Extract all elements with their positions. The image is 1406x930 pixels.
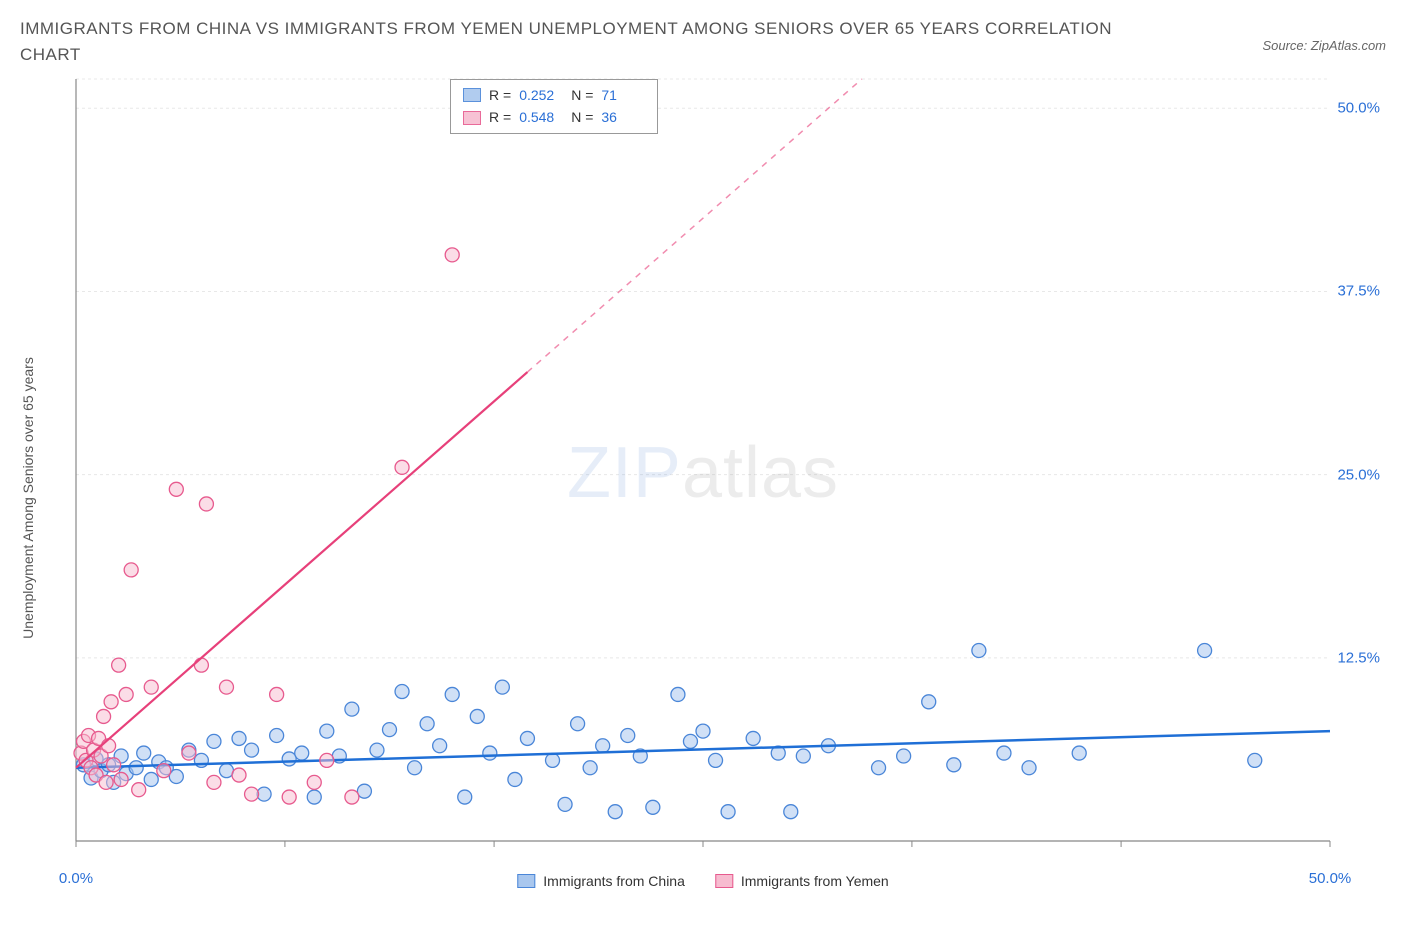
r-value: 0.548 xyxy=(519,106,563,128)
n-label: N = xyxy=(571,84,593,106)
chart-title: IMMIGRANTS FROM CHINA VS IMMIGRANTS FROM… xyxy=(20,16,1120,67)
legend-swatch xyxy=(715,874,733,888)
n-value: 36 xyxy=(601,106,645,128)
r-label: R = xyxy=(489,84,511,106)
source-attribution: Source: ZipAtlas.com xyxy=(1262,38,1386,53)
stats-legend-row: R = 0.252 N = 71 xyxy=(463,84,645,106)
legend-item: Immigrants from Yemen xyxy=(715,873,889,889)
legend-swatch xyxy=(517,874,535,888)
legend-swatch xyxy=(463,111,481,125)
r-label: R = xyxy=(489,106,511,128)
y-axis-label: Unemployment Among Seniors over 65 years xyxy=(20,357,36,639)
stats-legend-row: R = 0.548 N = 36 xyxy=(463,106,645,128)
legend-item: Immigrants from China xyxy=(517,873,685,889)
chart-container: Unemployment Among Seniors over 65 years… xyxy=(20,75,1386,905)
legend-label: Immigrants from Yemen xyxy=(741,873,889,889)
x-tick-label: 50.0% xyxy=(1309,870,1352,887)
y-tick-label: 12.5% xyxy=(1337,649,1380,666)
x-tick-label: 0.0% xyxy=(59,870,93,887)
y-tick-label: 50.0% xyxy=(1337,100,1380,117)
n-label: N = xyxy=(571,106,593,128)
r-value: 0.252 xyxy=(519,84,563,106)
n-value: 71 xyxy=(601,84,645,106)
legend-label: Immigrants from China xyxy=(543,873,685,889)
y-tick-label: 25.0% xyxy=(1337,466,1380,483)
legend-swatch xyxy=(463,88,481,102)
y-tick-label: 37.5% xyxy=(1337,283,1380,300)
stats-legend: R = 0.252 N = 71 R = 0.548 N = 36 xyxy=(450,79,658,134)
series-legend: Immigrants from China Immigrants from Yem… xyxy=(517,873,888,889)
scatter-plot xyxy=(20,75,1386,905)
